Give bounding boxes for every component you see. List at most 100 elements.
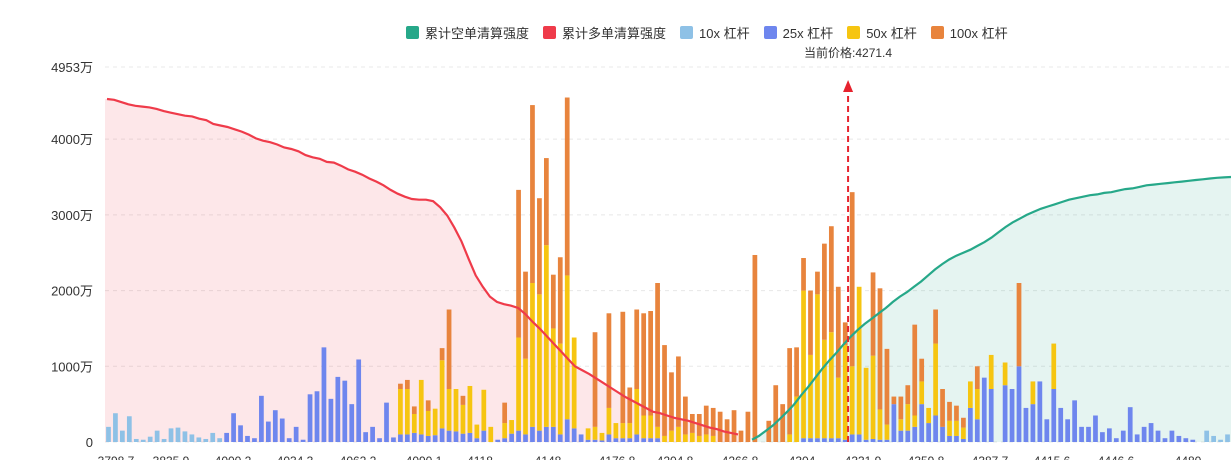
leverage-bar <box>954 405 959 421</box>
leverage-bar <box>1072 400 1077 442</box>
leverage-bar <box>279 418 285 442</box>
leverage-bar <box>822 339 827 439</box>
leverage-bar <box>710 407 716 436</box>
legend-label: 25x 杠杆 <box>782 25 834 41</box>
chart-legend: 累计空单清算强度 累计多单清算强度 10x 杠杆 25x 杠杆 50x 杠杆 100x 杠… <box>406 22 1022 42</box>
leverage-bar <box>1113 438 1119 442</box>
x-tick-label: 4148 <box>535 454 562 460</box>
leverage-bar <box>398 434 403 442</box>
leverage-bar <box>425 435 431 442</box>
leverage-bar <box>961 438 966 442</box>
leverage-bar <box>571 428 577 442</box>
leverage-bar <box>509 433 514 442</box>
leverage-bar <box>460 395 466 405</box>
leverage-bar <box>453 431 459 442</box>
leverage-bar <box>884 439 890 442</box>
leverage-bar <box>794 347 799 397</box>
leverage-bar <box>544 158 549 246</box>
legend-item[interactable]: 100x 杠杆 <box>930 23 1008 42</box>
leverage-bar <box>787 434 792 442</box>
leverage-bar <box>1211 435 1216 442</box>
y-tick-label: 4953万 <box>51 60 93 75</box>
leverage-bar <box>502 402 508 424</box>
y-tick-label: 3000万 <box>51 208 93 223</box>
leverage-bar <box>808 438 813 442</box>
leverage-bar <box>391 437 396 442</box>
leverage-bar <box>620 423 626 439</box>
leverage-bar <box>773 385 779 442</box>
x-tick-label: 4480 <box>1175 454 1202 460</box>
leverage-bar <box>599 440 605 442</box>
grid-lines <box>105 66 1231 443</box>
leverage-bar <box>439 348 445 361</box>
leverage-bar <box>432 408 438 436</box>
leverage-bar <box>954 435 959 442</box>
leverage-bar <box>870 438 876 442</box>
leverage-bar <box>1141 426 1147 442</box>
legend-item[interactable]: 50x 杠杆 <box>847 23 917 42</box>
x-tick-label: 4266.8 <box>722 454 759 460</box>
leverage-bar <box>877 409 883 440</box>
leverage-bar <box>154 430 160 442</box>
leverage-bar <box>981 377 987 442</box>
leverage-bar <box>634 434 640 442</box>
current-price-arrow <box>843 80 854 92</box>
leverage-bar <box>710 435 716 442</box>
leverage-bar <box>474 438 480 442</box>
leverage-bar <box>453 389 459 432</box>
legend-item[interactable]: 10x 杠杆 <box>680 23 750 42</box>
leverage-bar <box>1058 407 1064 442</box>
leverage-bar <box>815 271 820 295</box>
leverage-bar <box>1079 426 1084 442</box>
leverage-bar <box>557 434 563 442</box>
leverage-bar <box>418 379 424 435</box>
leverage-bar <box>815 294 820 439</box>
leverage-bar <box>940 426 945 442</box>
y-tick-label: 0 <box>86 435 93 450</box>
leverage-bar <box>669 372 674 431</box>
leverage-bar <box>856 434 862 442</box>
leverage-bar <box>398 383 403 389</box>
leverage-bar <box>613 438 619 442</box>
leverage-bar <box>592 426 598 440</box>
legend-item[interactable]: 25x 杠杆 <box>763 23 834 42</box>
leverage-bar <box>655 426 660 439</box>
leverage-bar <box>349 404 355 442</box>
leverage-bar <box>919 404 925 442</box>
legend-item[interactable]: 累计空单清算强度 <box>406 23 529 42</box>
leverage-bar <box>1051 343 1057 389</box>
leverage-bar <box>974 389 980 420</box>
leverage-bar <box>168 428 174 442</box>
leverage-bar <box>1037 381 1043 442</box>
leverage-bar <box>898 430 904 442</box>
leverage-bar <box>787 348 792 435</box>
leverage-bar <box>189 434 195 442</box>
leverage-bar <box>863 367 869 440</box>
legend-label: 50x 杠杆 <box>866 25 917 41</box>
leverage-bar <box>411 406 417 414</box>
leverage-bar <box>926 407 932 424</box>
leverage-bar <box>641 438 647 442</box>
legend-item[interactable]: 累计多单清算强度 <box>543 23 666 42</box>
leverage-bar <box>919 358 925 382</box>
x-axis: 3798.7 3835.9 4000.2 4034.3 4062.2 4090.1 4118… <box>98 454 1202 460</box>
leverage-bar <box>974 366 980 389</box>
legend-swatch <box>930 25 944 39</box>
leverage-bar <box>356 359 362 442</box>
leverage-bar <box>961 427 966 439</box>
leverage-bar <box>126 416 132 442</box>
leverage-bar <box>947 435 952 442</box>
cumulative-areas <box>105 99 1231 442</box>
leverage-bar <box>1127 407 1133 442</box>
leverage-bar <box>599 432 605 441</box>
leverage-bar <box>516 189 521 338</box>
leverage-bar <box>683 434 688 442</box>
leverage-bar <box>766 420 772 442</box>
legend-label: 100x 杠杆 <box>949 25 1008 41</box>
leverage-bar <box>1002 362 1008 386</box>
leverage-bar <box>245 435 250 442</box>
leverage-bar <box>1009 389 1015 442</box>
leverage-bar <box>717 411 723 442</box>
leverage-bar <box>1044 419 1050 442</box>
